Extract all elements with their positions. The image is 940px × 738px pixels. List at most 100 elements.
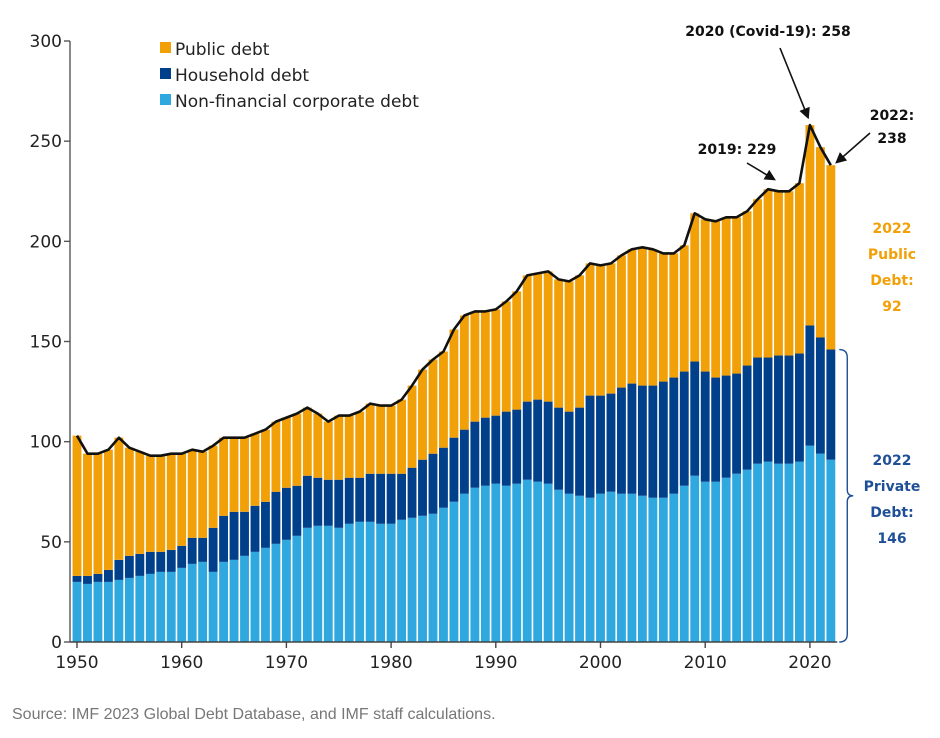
bar-household-debt-1981 [397, 473, 407, 520]
bar-non-financial-corporate-debt-1969 [271, 543, 281, 642]
bar-non-financial-corporate-debt-2019 [794, 461, 804, 642]
bar-non-financial-corporate-debt-1958 [156, 571, 166, 642]
bar-public-debt-2020 [805, 125, 815, 326]
annotation-arrow-2019 [746, 162, 776, 181]
x-tick-label-1950: 1950 [55, 653, 98, 673]
axes-group: 0 50 100 150 200 250 300 1950 1960 1970 1980 1990 20… [30, 32, 838, 673]
bar-household-debt-1973 [313, 477, 323, 526]
annotation-arrow-2022 [835, 132, 871, 164]
bar-non-financial-corporate-debt-1998 [575, 495, 584, 642]
bar-non-financial-corporate-debt-1954 [114, 579, 124, 642]
bar-non-financial-corporate-debt-1986 [449, 501, 459, 642]
bar-public-debt-2010 [700, 219, 710, 372]
bar-household-debt-1979 [376, 473, 386, 524]
bar-household-debt-2003 [627, 383, 637, 494]
bar-household-debt-2008 [679, 371, 689, 486]
bar-non-financial-corporate-debt-2018 [784, 463, 794, 642]
bar-public-debt-1972 [302, 407, 312, 476]
bar-public-debt-2001 [606, 263, 616, 394]
bar-public-debt-1974 [323, 421, 333, 480]
bar-household-debt-1966 [240, 511, 249, 556]
bar-non-financial-corporate-debt-2010 [700, 481, 710, 642]
annotation-public-debt-line-0: 2022 [873, 221, 912, 237]
bar-household-debt-1997 [564, 411, 574, 494]
bar-household-debt-1993 [522, 401, 532, 480]
bar-non-financial-corporate-debt-2006 [658, 497, 668, 642]
y-tick-label-150: 150 [30, 333, 62, 353]
bar-non-financial-corporate-debt-1993 [522, 479, 532, 642]
bar-non-financial-corporate-debt-1968 [261, 547, 270, 642]
bar-household-debt-1961 [187, 537, 197, 564]
bar-non-financial-corporate-debt-1962 [198, 561, 208, 642]
bar-non-financial-corporate-debt-1984 [428, 513, 438, 642]
bar-non-financial-corporate-debt-1995 [543, 483, 553, 642]
bar-household-debt-2006 [658, 381, 668, 498]
bar-non-financial-corporate-debt-1974 [323, 525, 333, 642]
bar-household-debt-2013 [732, 373, 742, 474]
bar-household-debt-1980 [386, 473, 396, 524]
bar-non-financial-corporate-debt-2021 [815, 453, 825, 642]
bar-household-debt-1952 [93, 573, 103, 582]
x-tick-label-2020: 2020 [788, 653, 831, 673]
x-tick-label-2000: 2000 [579, 653, 622, 673]
bar-household-debt-1994 [533, 399, 543, 482]
bar-household-debt-1990 [491, 415, 501, 484]
bar-public-debt-2007 [669, 253, 679, 378]
bar-household-debt-1999 [585, 395, 595, 498]
bar-public-debt-1968 [261, 429, 270, 502]
bar-public-debt-1966 [240, 437, 249, 512]
bar-household-debt-1969 [271, 491, 281, 544]
bar-non-financial-corporate-debt-1987 [459, 493, 469, 642]
bar-public-debt-1973 [313, 413, 323, 478]
bar-public-debt-2022 [826, 165, 836, 350]
bar-public-debt-2003 [627, 249, 637, 384]
annotation-2022-label: 2022: [870, 108, 915, 124]
bar-public-debt-2002 [617, 255, 626, 388]
bar-public-debt-1961 [187, 449, 197, 538]
bar-non-financial-corporate-debt-2009 [690, 475, 700, 642]
annotation-private-debt-line-2: Debt: [870, 505, 913, 521]
bar-non-financial-corporate-debt-2022 [826, 459, 836, 642]
bar-household-debt-1962 [198, 537, 208, 562]
bar-public-debt-2004 [637, 247, 647, 386]
bar-public-debt-2019 [794, 183, 804, 354]
bar-public-debt-1960 [177, 453, 187, 546]
bar-public-debt-2016 [763, 189, 773, 358]
bar-household-debt-2012 [721, 375, 731, 478]
bar-household-debt-1992 [512, 409, 522, 484]
bar-non-financial-corporate-debt-2008 [679, 485, 689, 642]
bar-non-financial-corporate-debt-1989 [480, 485, 490, 642]
bar-public-debt-1969 [271, 421, 281, 492]
bar-household-debt-1951 [83, 575, 92, 584]
y-tick-label-0: 0 [51, 633, 62, 653]
bar-non-financial-corporate-debt-2001 [606, 491, 616, 642]
annotation-2022-value: 238 [877, 131, 906, 147]
bar-non-financial-corporate-debt-1975 [334, 527, 344, 642]
x-tick-label-1960: 1960 [160, 653, 203, 673]
bar-non-financial-corporate-debt-1996 [554, 489, 564, 642]
bar-public-debt-1983 [418, 369, 427, 460]
bar-household-debt-2007 [669, 377, 679, 494]
bar-household-debt-2020 [805, 325, 815, 446]
bar-public-debt-1995 [543, 271, 553, 402]
bar-public-debt-1999 [585, 263, 595, 396]
bar-non-financial-corporate-debt-1983 [418, 515, 427, 642]
annotation-2020-covid: 2020 (Covid-19): 258 [685, 24, 850, 40]
bar-non-financial-corporate-debt-1999 [585, 497, 595, 642]
bar-household-debt-1968 [261, 501, 270, 548]
bar-public-debt-2009 [690, 213, 700, 362]
bars-group [72, 125, 836, 642]
bar-household-debt-2005 [648, 385, 658, 498]
bar-public-debt-1964 [219, 437, 229, 516]
bar-non-financial-corporate-debt-2007 [669, 493, 679, 642]
bar-non-financial-corporate-debt-1977 [355, 521, 365, 642]
bar-non-financial-corporate-debt-1988 [470, 487, 480, 642]
bar-public-debt-1992 [512, 291, 522, 410]
y-tick-label-200: 200 [30, 232, 62, 252]
y-tick-label-100: 100 [30, 433, 62, 453]
bar-public-debt-1971 [292, 413, 302, 486]
bar-non-financial-corporate-debt-2013 [732, 473, 742, 642]
bar-household-debt-1986 [449, 437, 459, 502]
bar-non-financial-corporate-debt-2011 [711, 481, 721, 642]
bar-household-debt-2011 [711, 377, 721, 482]
